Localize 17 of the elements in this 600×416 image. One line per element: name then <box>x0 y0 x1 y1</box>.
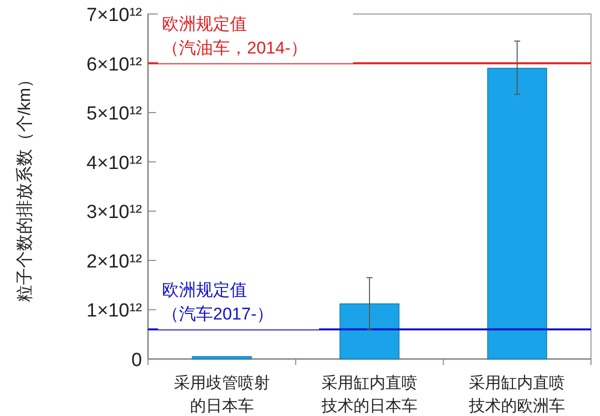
y-axis-title: 粒子个数的排放系数（个/km） <box>15 70 34 302</box>
y-tick-label: 3×10¹² <box>86 202 142 224</box>
y-tick-label: 0 <box>131 350 142 371</box>
y-tick-label: 7×10¹² <box>86 5 142 26</box>
y-tick-label: 2×10¹² <box>86 251 142 272</box>
bar <box>487 68 548 360</box>
ref-line-label: 欧洲规定值（汽油车，2014-） <box>162 14 308 58</box>
ref-line-label: 欧洲规定值（汽车2017-） <box>162 280 274 324</box>
x-tick-label: 采用缸内直喷技术的日本车 <box>320 374 418 415</box>
bar <box>340 303 400 360</box>
y-tick-label: 5×10¹² <box>86 104 142 125</box>
bar <box>192 356 252 360</box>
x-tick-label: 采用缸内直喷技术的欧洲车 <box>468 374 566 415</box>
y-tick-label: 1×10¹² <box>86 300 142 322</box>
y-tick-label: 4×10¹² <box>86 152 142 174</box>
y-tick-label: 6×10¹² <box>86 54 142 76</box>
x-tick-label: 采用歧管喷射的日本车 <box>174 374 270 415</box>
